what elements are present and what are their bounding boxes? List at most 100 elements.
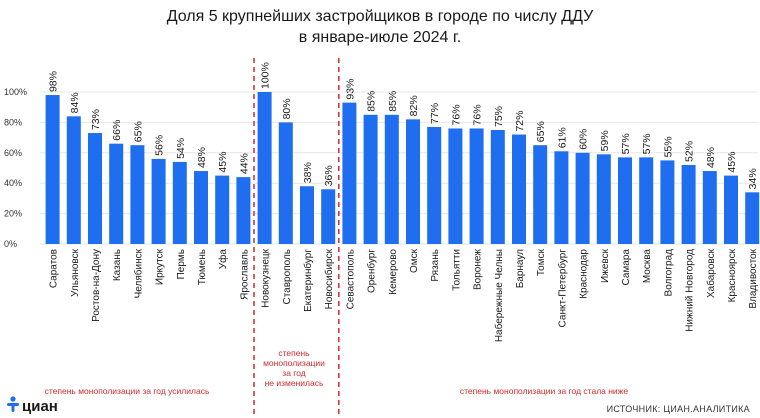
bar [321, 189, 336, 244]
bar [660, 160, 675, 244]
data-label: 100% [260, 62, 272, 89]
x-tick-label: Барнаул [515, 249, 526, 288]
chart-title-block: Доля 5 крупнейших застройщиков в городе … [0, 6, 760, 48]
data-label: 98% [48, 71, 60, 92]
bar [45, 95, 60, 244]
data-label: 55% [662, 136, 674, 157]
x-tick-label: Воронеж [473, 249, 484, 290]
x-tick-label: Санкт-Петербург [556, 249, 568, 328]
data-label: 52% [684, 141, 696, 162]
data-label: 66% [111, 120, 123, 141]
bar [575, 152, 590, 244]
data-label: 61% [556, 127, 568, 148]
x-tick-label: Владивосток [748, 248, 759, 308]
data-label: 45% [217, 152, 229, 173]
group-note-unchanged: степень монополизации за год не изменила… [252, 348, 336, 388]
x-tick-label: Ульяновск [70, 248, 81, 296]
bar [300, 186, 314, 244]
bar [172, 161, 187, 244]
data-label: 77% [429, 103, 441, 124]
group-note-unchanged-line: степень [278, 348, 310, 358]
bar [151, 158, 166, 244]
cian-logo: циан [6, 396, 58, 416]
x-tick-label: Рязань [430, 249, 441, 282]
x-tick-label: Челябинск [132, 248, 144, 298]
bar [448, 128, 463, 244]
x-tick-label: Москва [642, 249, 653, 284]
x-tick-label: Иркутск [155, 248, 166, 285]
x-tick-label: Волгоград [663, 249, 674, 297]
data-label: 65% [535, 121, 547, 142]
data-label: 48% [196, 147, 208, 168]
data-label: 34% [747, 168, 759, 189]
data-label: 80% [281, 98, 293, 119]
data-label: 36% [323, 165, 335, 186]
y-tick-label: 0% [4, 239, 17, 249]
group-note-decreased: степень монополизации за год стала ниже [459, 386, 629, 396]
x-tick-label: Уфа [217, 249, 229, 270]
bar [130, 145, 145, 244]
x-tick-label: Оренбург [366, 249, 378, 293]
data-label: 54% [175, 138, 187, 159]
bar [88, 133, 102, 244]
x-tick-label: Севастополь [345, 249, 356, 309]
data-label: 75% [493, 106, 505, 127]
bar [512, 134, 526, 244]
bar [109, 143, 124, 244]
bar [427, 126, 442, 244]
data-label: 73% [90, 109, 102, 130]
data-label: 56% [154, 135, 166, 156]
x-tick-label: Нижний Новгород [685, 249, 696, 332]
data-label: 57% [641, 133, 653, 154]
bar [639, 157, 654, 244]
data-label: 44% [238, 153, 250, 174]
x-tick-label: Хабаровск [705, 248, 717, 298]
bar [278, 122, 293, 244]
data-label: 93% [344, 79, 356, 100]
data-label: 57% [620, 133, 632, 154]
x-tick-label: Казань [112, 249, 123, 281]
data-label: 85% [387, 91, 399, 112]
bar [194, 171, 208, 244]
bar [745, 192, 760, 244]
x-tick-label: Красноярск [727, 248, 738, 302]
x-tick-label: Пермь [176, 249, 187, 279]
x-tick-label: Самара [621, 249, 632, 286]
data-label: 76% [472, 104, 484, 125]
group-note-unchanged-line: за год [282, 368, 306, 378]
x-tick-label: Саратов [49, 249, 60, 288]
x-tick-label: Томск [536, 248, 547, 276]
x-tick-label: Ставрополь [282, 249, 293, 305]
cian-logo-icon [6, 396, 20, 416]
x-tick-label: Кемерово [388, 249, 399, 295]
data-label: 60% [578, 129, 590, 150]
group-note-unchanged-line: не изменилась [264, 378, 324, 388]
data-label: 65% [132, 121, 144, 142]
x-tick-label: Ростов-на-Дону [91, 249, 102, 322]
bar [618, 157, 632, 244]
x-tick-label: Ижевск [600, 248, 611, 283]
bar [215, 175, 230, 244]
bar [342, 102, 357, 244]
y-tick-label: 20% [4, 209, 22, 219]
data-label: 84% [69, 92, 81, 113]
data-label: 38% [302, 162, 314, 183]
data-label: 72% [514, 111, 526, 132]
bar [724, 175, 738, 244]
data-label: 85% [366, 91, 378, 112]
data-label: 82% [408, 95, 420, 116]
x-tick-label: Ярославль [239, 249, 250, 300]
x-tick-label: Новокузнецк [261, 248, 272, 307]
group-note-unchanged-line: монополизации [263, 358, 325, 368]
bar [384, 114, 399, 244]
y-tick-label: 80% [4, 117, 22, 127]
bar [702, 171, 717, 244]
logo-text: циан [22, 397, 58, 415]
chart-subtitle: в январе-июле 2024 г. [298, 29, 462, 46]
x-tick-label: Екатеринбург [302, 249, 314, 312]
data-label: 76% [450, 104, 462, 125]
bar [681, 164, 696, 244]
data-label: 45% [726, 152, 738, 173]
x-tick-label: Омск [409, 248, 420, 273]
